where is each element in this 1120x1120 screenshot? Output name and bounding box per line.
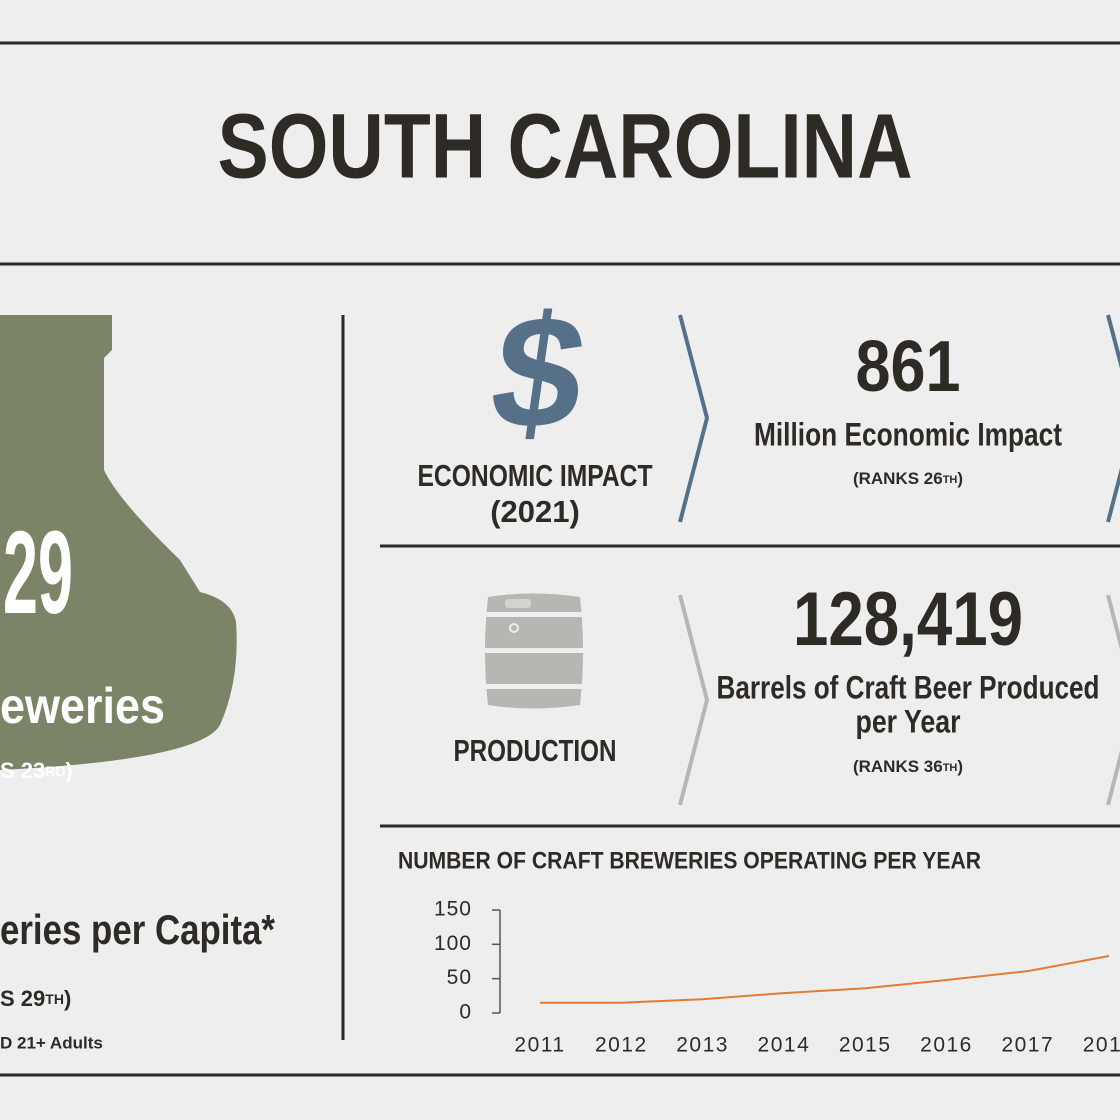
breweries-label: eweries xyxy=(0,678,165,734)
x-tick-label: 2017 xyxy=(1001,1034,1054,1057)
y-tick-label: 0 xyxy=(459,1001,472,1024)
per-capita-note: D 21+ Adults xyxy=(0,1033,103,1052)
rank-text: (RANKS 36 xyxy=(853,757,943,776)
breweries-rank: S 23RD) xyxy=(0,758,73,783)
y-tick-label: 150 xyxy=(434,898,472,921)
chevron xyxy=(1106,314,1120,523)
economic-rank: (RANKS 26TH) xyxy=(853,469,963,488)
economic-description: Million Economic Impact xyxy=(754,416,1062,452)
rank-close: ) xyxy=(957,757,963,776)
y-tick-label: 50 xyxy=(447,966,472,989)
breweries-count: 29 xyxy=(3,507,73,639)
x-tick-label: 2012 xyxy=(595,1034,648,1057)
y-tick-label: 100 xyxy=(434,932,472,955)
economic-value: 861 xyxy=(856,327,961,407)
x-tick-label: 2018 xyxy=(1083,1034,1120,1057)
rank-close: ) xyxy=(957,469,963,488)
x-tick-label: 2013 xyxy=(676,1034,729,1057)
per-capita-label: eries per Capita* xyxy=(0,906,276,953)
production-description: Barrels of Craft Beer Produced xyxy=(717,669,1100,705)
rank-text: (RANKS 26 xyxy=(853,469,943,488)
rank-suffix: TH xyxy=(943,762,958,774)
rank-close: ) xyxy=(64,986,71,1011)
x-tick-label: 2016 xyxy=(920,1034,973,1057)
x-tick-label: 2011 xyxy=(514,1034,565,1057)
economic-label: ECONOMIC IMPACT xyxy=(418,458,653,493)
chevron xyxy=(678,314,710,523)
production-description: per Year xyxy=(856,703,961,739)
rank-close: ) xyxy=(66,758,73,783)
rank-text: S 29 xyxy=(0,986,45,1011)
x-tick-label: 2015 xyxy=(839,1034,892,1057)
rank-suffix: RD xyxy=(45,763,65,779)
economic-year: (2021) xyxy=(490,494,580,529)
production-rank: (RANKS 36TH) xyxy=(853,757,963,776)
chevron xyxy=(1106,594,1120,806)
chevron xyxy=(678,594,710,806)
title: SOUTH CAROLINA xyxy=(218,95,913,197)
chart-title: NUMBER OF CRAFT BREWERIES OPERATING PER … xyxy=(398,847,981,874)
per-capita-rank: S 29TH) xyxy=(0,986,71,1011)
rank-suffix: TH xyxy=(45,991,64,1007)
data-line xyxy=(540,955,1110,1004)
rank-text: S 23 xyxy=(0,758,45,783)
x-tick-label: 2014 xyxy=(758,1034,811,1057)
keg-icon xyxy=(483,593,585,709)
rank-suffix: TH xyxy=(943,474,958,486)
production-label: PRODUCTION xyxy=(454,733,617,768)
bottle-shape xyxy=(0,315,237,770)
line-chart: 0 50 100 150 2011 2012 2013 2014 2015 2016 2017 201… xyxy=(434,898,1120,1057)
production-value: 128,419 xyxy=(793,577,1023,662)
